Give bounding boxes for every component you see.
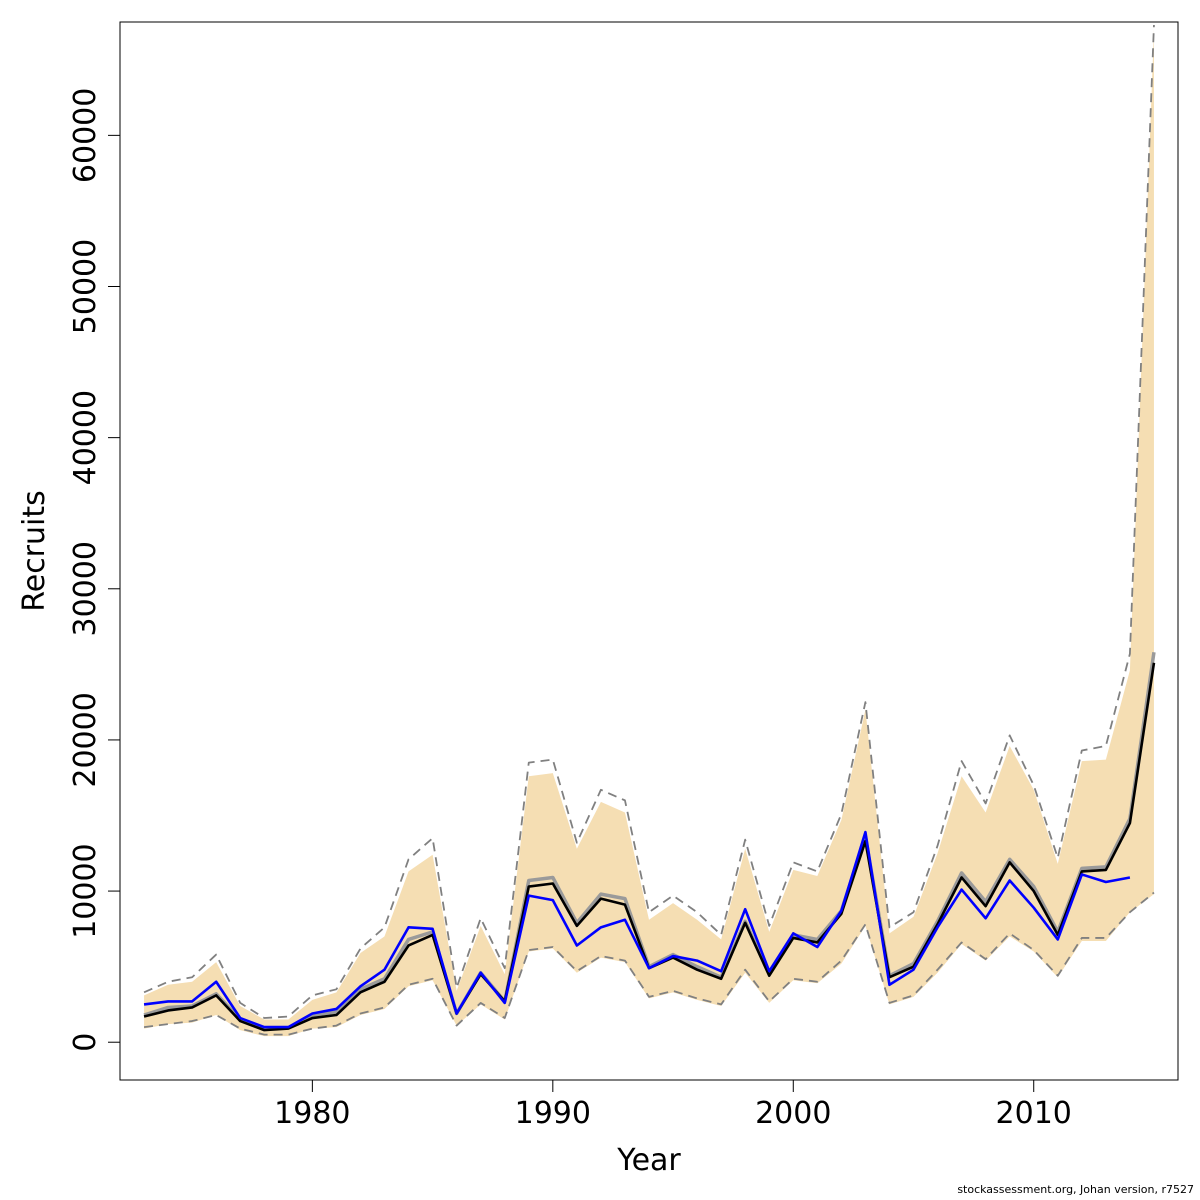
y-tick-label: 50000: [68, 239, 103, 334]
series-line-layer: [143, 24, 1156, 1036]
confidence-band-layer: [144, 29, 1154, 1037]
confidence-band: [144, 29, 1154, 1037]
x-tick-label: 2010: [996, 1096, 1072, 1131]
y-tick-label: 40000: [68, 390, 103, 485]
x-axis-title: Year: [616, 1143, 681, 1178]
y-tick-label: 0: [68, 1033, 103, 1052]
x-tick-label: 1980: [274, 1096, 350, 1131]
alternative-run-line: [143, 830, 1131, 1029]
y-tick-label: 60000: [68, 88, 103, 183]
y-tick-label: 10000: [68, 843, 103, 938]
y-axis: 0 10000 20000 30000 40000 50000 60000: [68, 88, 121, 1052]
x-axis: 1980 1990 2000 2010: [274, 1079, 1072, 1131]
y-axis-title: Recruits: [17, 490, 52, 612]
footer-credit: stockassessment.org, Johan version, r752…: [957, 1183, 1194, 1196]
lower-ci-line: [143, 891, 1155, 1036]
x-tick-label: 2000: [755, 1096, 831, 1131]
x-tick-label: 1990: [515, 1096, 591, 1131]
y-tick-label: 20000: [68, 692, 103, 787]
y-tick-label: 30000: [68, 541, 103, 636]
upper-ci-line: [143, 24, 1155, 1019]
